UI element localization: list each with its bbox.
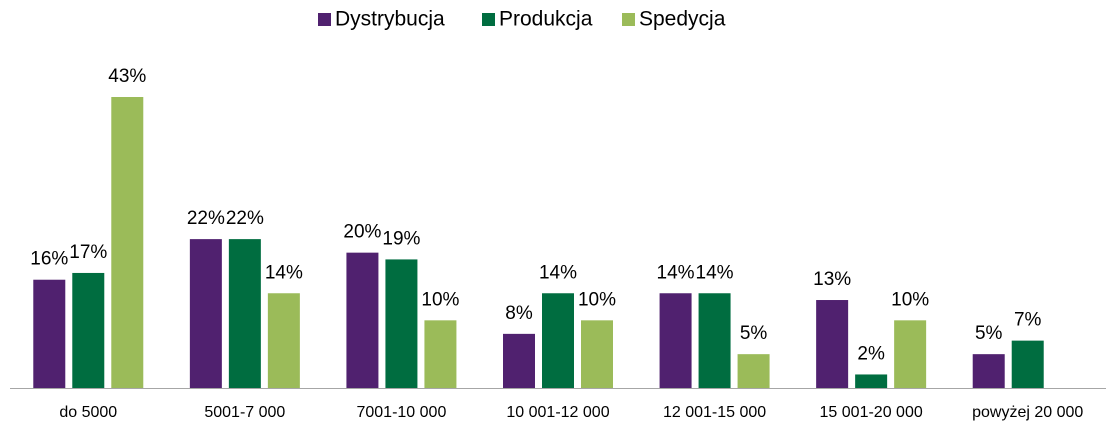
- bar: [542, 293, 574, 388]
- bar: [228, 239, 261, 388]
- data-label: 8%: [505, 303, 533, 324]
- x-tick-label: powyżej 20 000: [972, 404, 1083, 421]
- data-label: 10%: [891, 289, 929, 310]
- data-label: 7%: [1014, 310, 1042, 331]
- legend-swatch: [482, 13, 495, 26]
- data-label: 20%: [343, 222, 381, 243]
- bar: [1011, 340, 1044, 388]
- bar: [424, 320, 457, 388]
- data-label: 14%: [696, 262, 734, 283]
- x-tick-label: 15 001-20 000: [820, 404, 923, 421]
- data-label: 17%: [69, 242, 107, 263]
- x-tick-label: 7001-10 000: [356, 404, 446, 421]
- data-label: 14%: [539, 262, 577, 283]
- data-label: 19%: [382, 228, 420, 249]
- bar: [855, 374, 888, 388]
- bar: [972, 354, 1005, 388]
- bar: [33, 279, 66, 388]
- bar: [111, 97, 144, 388]
- data-label: 14%: [657, 262, 695, 283]
- data-label: 5%: [975, 323, 1003, 344]
- legend-label: Produkcja: [499, 8, 593, 31]
- legend-label: Dystrybucja: [335, 8, 445, 31]
- data-label: 10%: [578, 289, 616, 310]
- bar: [816, 300, 849, 388]
- data-label: 5%: [740, 323, 768, 344]
- data-label: 22%: [187, 208, 225, 229]
- bar: [503, 333, 535, 388]
- x-tick-label: 12 001-15 000: [663, 404, 766, 421]
- x-tick-label: 10 001-12 000: [506, 404, 609, 421]
- x-tick-label: do 5000: [59, 404, 117, 421]
- bar: [737, 354, 770, 388]
- data-label: 2%: [857, 343, 885, 364]
- data-label: 43%: [108, 66, 146, 87]
- legend-swatch: [318, 13, 331, 26]
- legend-swatch: [622, 13, 635, 26]
- x-tick-label: 5001-7 000: [204, 404, 285, 421]
- bar: [698, 293, 731, 388]
- bar: [659, 293, 692, 388]
- legend-label: Spedycja: [639, 8, 726, 31]
- bar: [189, 239, 222, 388]
- bar: [346, 252, 379, 388]
- data-label: 16%: [30, 249, 68, 270]
- data-label: 13%: [813, 269, 851, 290]
- bar: [267, 293, 300, 388]
- bar: [385, 259, 418, 388]
- data-label: 10%: [421, 289, 459, 310]
- data-label: 14%: [265, 262, 303, 283]
- bar: [72, 272, 105, 388]
- bar: [894, 320, 927, 388]
- bar: [581, 320, 613, 388]
- data-label: 22%: [226, 208, 264, 229]
